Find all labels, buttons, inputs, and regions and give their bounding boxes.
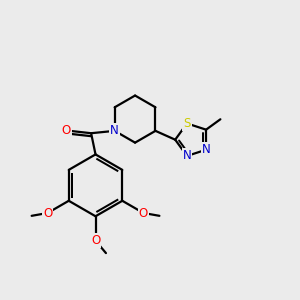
Text: N: N (110, 124, 119, 137)
Text: N: N (202, 143, 211, 156)
Text: O: O (43, 206, 52, 220)
Text: O: O (62, 124, 71, 137)
Text: O: O (91, 234, 100, 247)
Text: O: O (139, 206, 148, 220)
Text: N: N (110, 124, 119, 137)
Text: N: N (183, 149, 191, 162)
Text: S: S (183, 117, 191, 130)
